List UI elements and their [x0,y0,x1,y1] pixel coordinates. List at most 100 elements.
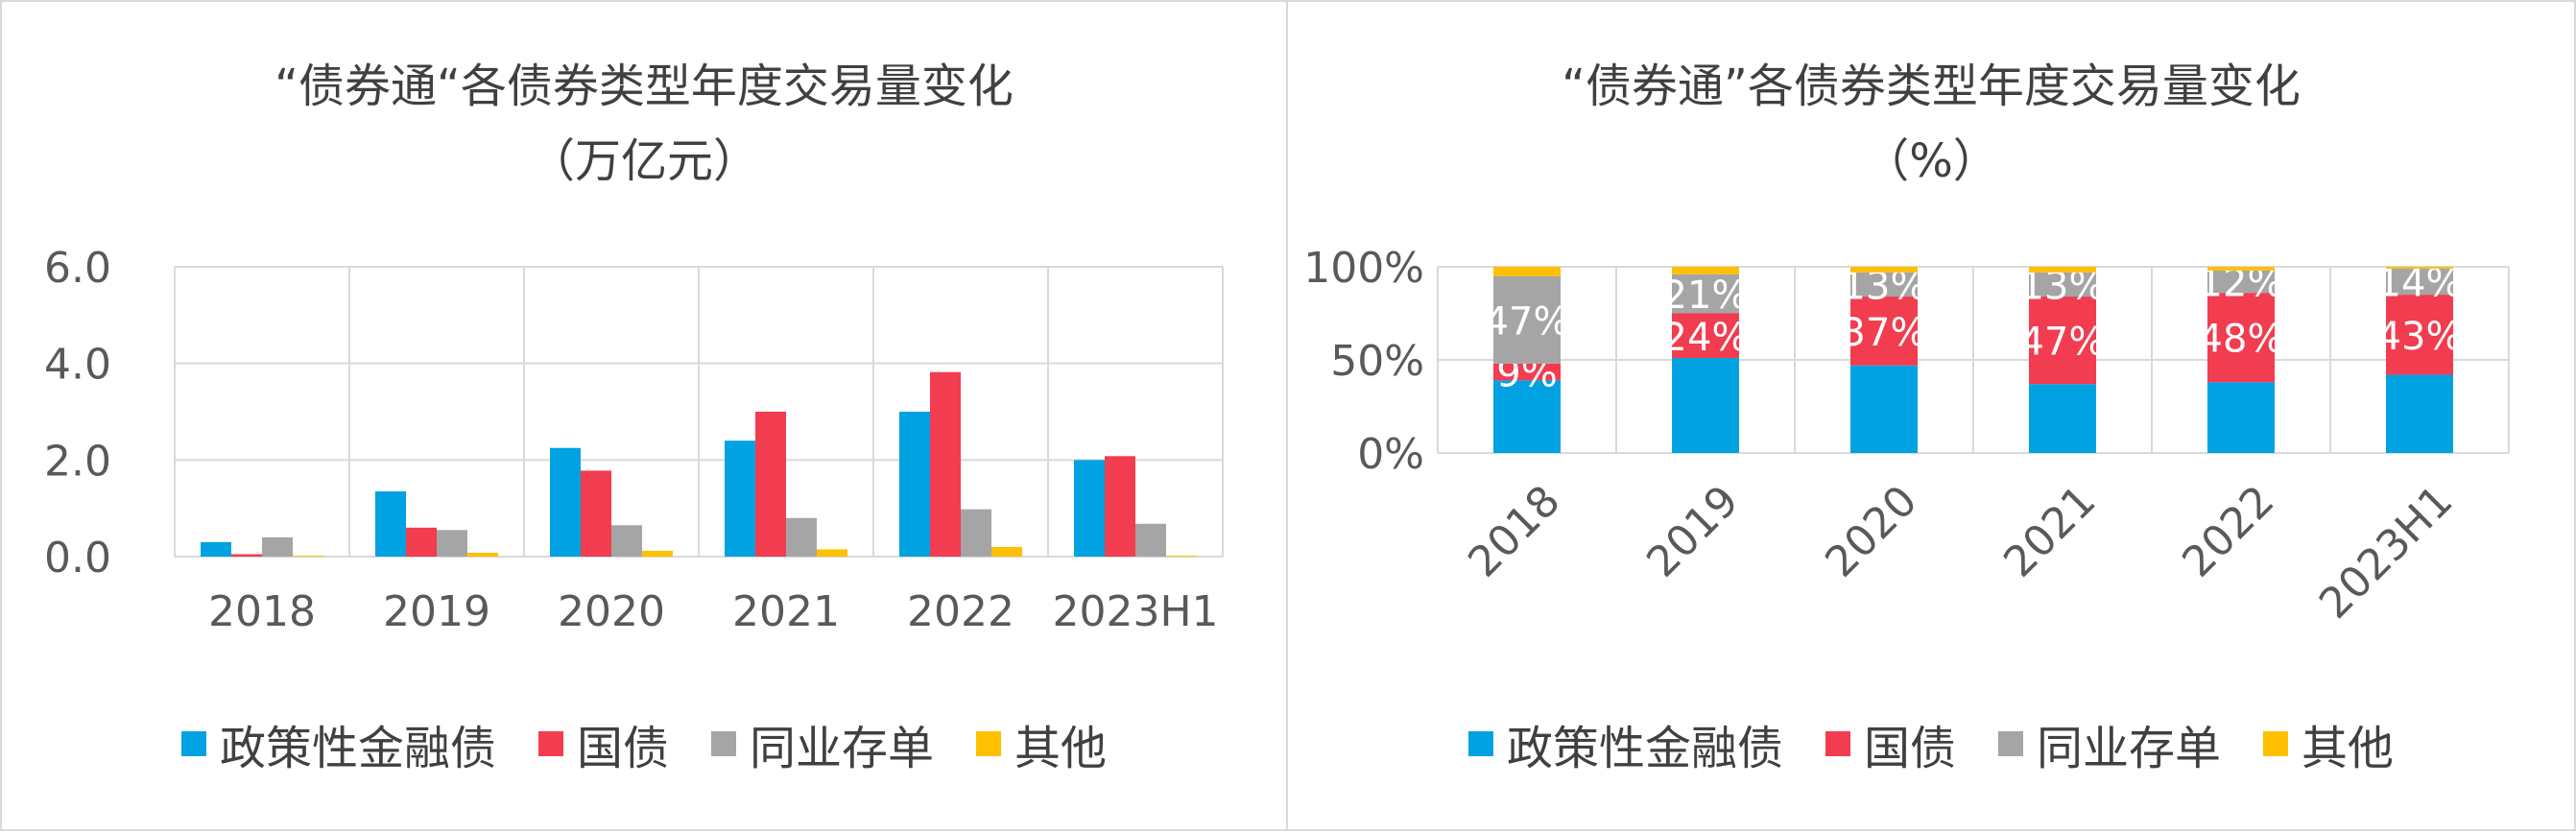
legend-swatch [2263,731,2289,756]
stacked-bar-其他 [2029,267,2096,273]
legend-label: 同业存单 [2037,722,2222,775]
right-chart-panel: “债券通”各债券类型年度交易量变化 （%） 0% 50% 100% 9% 47% 2018… [1286,0,2576,831]
bar-国债 [231,554,262,557]
data-label: 24% [1663,316,1749,360]
stacked-bar-同业存单 [2207,270,2275,294]
bar-同业存单 [1135,523,1166,557]
legend-swatch [711,731,736,756]
stacked-bar-政策性金融债 [2207,382,2275,453]
stacked-bar-同业存单 [1672,274,1739,314]
bar-其他 [1166,555,1197,557]
right-stacked-bar-chart: 0%50%100%9%47%201824%21%201937%13%202047… [1303,244,2510,629]
stacked-bar-其他 [2386,267,2453,269]
data-label: 14% [2377,262,2463,306]
bar-其他 [991,546,1022,557]
bar-国债 [755,412,786,557]
bar-政策性金融债 [725,440,755,557]
x-tick-label: 2022 [907,587,1014,636]
stacked-bar-国债 [2029,297,2096,385]
x-tick-label: 2018 [1459,476,1569,586]
legend-item-other: 其他 [976,710,1107,777]
right-chart-title: “债券通”各债券类型年度交易量变化 [1562,60,2301,113]
x-tick-label: 2020 [558,587,665,636]
data-label: 47% [2020,321,2106,365]
left-chart-panel: “债券通“各债券类型年度交易量变化 （万亿元） 0.0 2.0 4.0 6.0 2018… [0,0,1288,831]
x-tick-label: 2019 [383,587,490,636]
legend-swatch [537,731,563,756]
stacked-bar-政策性金融债 [1850,365,1918,453]
bar-同业存单 [961,509,991,557]
bar-政策性金融债 [899,412,930,557]
bar-国债 [1105,456,1135,557]
legend-label: 政策性金融债 [1506,722,1783,775]
bar-同业存单 [611,525,642,557]
legend-item-other: 其他 [2263,710,2394,777]
stacked-bar-其他 [1493,267,1561,276]
legend-item-ncd: 同业存单 [711,710,934,777]
y-tick-label: 6.0 [44,244,111,293]
legend-item-treasury-bonds: 国债 [1825,710,1956,777]
legend-swatch [180,731,206,756]
legend-swatch [1998,731,2023,756]
left-legend: 政策性金融债 国债 同业存单 其他 [2,710,1286,777]
bar-政策性金融债 [375,491,406,557]
stacked-bar-国债 [2386,295,2453,375]
stacked-bar-其他 [1850,267,1918,273]
bar-国债 [930,371,961,557]
legend-item-ncd: 同业存单 [1998,710,2221,777]
bar-其他 [817,549,847,557]
bar-国债 [406,527,437,557]
bar-其他 [467,552,498,557]
legend-swatch [1825,731,1850,756]
data-label: 37% [1842,311,1927,355]
y-tick-label: 50% [1330,337,1424,386]
stacked-bar-政策性金融债 [2386,374,2453,453]
right-chart-subtitle: （%） [1863,134,1999,188]
left-chart-title: “债券通“各债券类型年度交易量变化 [274,60,1014,113]
y-tick-label: 100% [1303,244,1424,293]
stacked-bar-国债 [2207,293,2275,383]
legend-item-policy-bonds: 政策性金融债 [180,710,496,777]
stacked-bar-同业存单 [2029,272,2096,298]
bar-政策性金融债 [1074,460,1105,557]
stacked-bar-政策性金融债 [1493,380,1561,453]
stacked-bar-其他 [2207,267,2275,271]
legend-label: 同业存单 [750,722,935,775]
bar-其他 [642,550,673,557]
legend-swatch [1467,731,1493,756]
left-chart-subtitle: （万亿元） [528,134,759,188]
stacked-bar-同业存单 [2386,268,2453,296]
data-label: 21% [1663,274,1749,318]
y-tick-label: 0.0 [44,534,111,583]
legend-label: 其他 [1014,722,1108,775]
legend-swatch [976,731,1002,756]
bar-政策性金融债 [550,447,581,557]
bar-同业存单 [262,536,293,557]
y-tick-label: 4.0 [44,341,111,390]
stacked-bar-政策性金融债 [1672,358,1739,453]
stacked-bar-国债 [1672,313,1739,359]
stacked-bar-政策性金融债 [2029,384,2096,453]
bar-国债 [581,470,611,557]
x-tick-label: 2023H1 [2310,476,2462,628]
stacked-bar-其他 [1672,267,1739,274]
legend-item-treasury-bonds: 国债 [537,710,669,777]
data-label: 48% [2199,318,2284,362]
left-bar-chart: 0.0 2.0 4.0 6.0 2018 2019 2020 2021 2022 2023H1 [44,244,1224,636]
bar-同业存单 [786,517,817,557]
x-tick-label: 2018 [208,587,316,636]
data-label: 47% [1485,299,1570,344]
stacked-bar-同业存单 [1493,275,1561,364]
stacked-bar-同业存单 [1850,272,1918,298]
x-tick-label: 2023H1 [1052,587,1218,636]
right-legend: 政策性金融债 国债 同业存单 其他 [1288,710,2574,777]
legend-label: 其他 [2302,722,2395,775]
y-tick-label: 2.0 [44,437,111,486]
bar-政策性金融债 [201,541,231,557]
bar-同业存单 [437,530,467,557]
legend-label: 国债 [576,722,669,775]
legend-label: 政策性金融债 [219,722,496,775]
x-tick-label: 2021 [732,587,840,636]
bar-其他 [293,555,323,557]
x-tick-label: 2021 [1994,476,2105,586]
